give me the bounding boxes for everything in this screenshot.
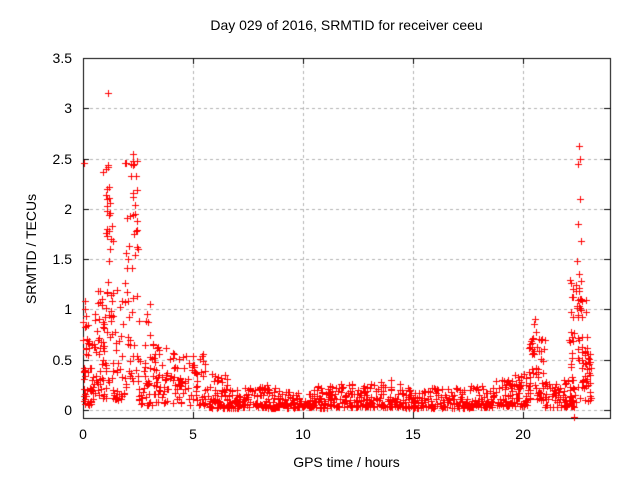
y-tick-label: 2 <box>64 200 72 217</box>
x-tick-label: 15 <box>405 426 421 442</box>
x-tick-label: 10 <box>295 426 311 442</box>
x-tick-label: 5 <box>189 426 197 442</box>
y-tick-label: 3 <box>64 100 72 117</box>
y-tick-label: 0.5 <box>52 351 72 368</box>
y-tick-label: 2.5 <box>52 150 72 167</box>
y-tick-label: 3.5 <box>52 50 72 66</box>
y-tick-label: 1 <box>64 301 72 318</box>
y-tick-label: 1.5 <box>52 251 72 268</box>
x-axis-label: GPS time / hours <box>293 454 400 470</box>
chart-title: Day 029 of 2016, SRMTID for receiver cee… <box>210 17 483 33</box>
x-tick-label: 0 <box>79 426 87 442</box>
y-tick-label: 0 <box>64 401 72 418</box>
x-tick-label: 20 <box>515 426 531 442</box>
